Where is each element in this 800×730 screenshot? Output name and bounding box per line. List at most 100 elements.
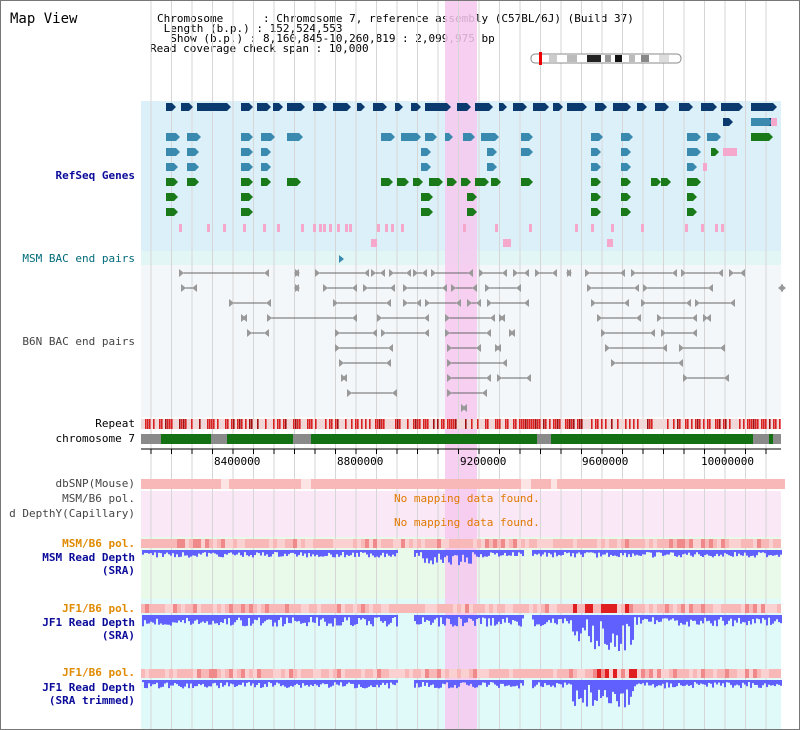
polymorphism-cell <box>673 604 677 613</box>
repeat-element <box>507 419 509 429</box>
read-depth-bar <box>298 615 300 622</box>
polymorphism-cell <box>177 604 181 613</box>
repeat-element <box>687 419 689 429</box>
read-depth-bar <box>176 680 178 685</box>
read-depth-bar <box>758 550 760 553</box>
read-depth-bar <box>680 615 682 623</box>
read-depth-bar <box>682 615 684 625</box>
polymorphism-cell <box>473 669 477 678</box>
read-depth-bar <box>300 615 302 624</box>
polymorphism-cell <box>209 539 213 548</box>
repeat-element <box>355 419 357 429</box>
polymorphism-cell <box>421 604 425 613</box>
ideogram-band <box>605 55 611 62</box>
read-depth-bar <box>160 680 162 688</box>
repeat-element <box>579 419 581 429</box>
polymorphism-cell <box>153 669 157 678</box>
polymorphism-cell <box>373 604 377 613</box>
polymorphism-cell <box>705 669 709 678</box>
read-depth-bar <box>350 680 352 684</box>
polymorphism-cell <box>621 604 625 613</box>
read-depth-bar <box>142 680 144 683</box>
polymorphism-cell <box>325 669 329 678</box>
repeat-element <box>497 419 499 429</box>
read-depth-bar <box>552 550 554 558</box>
read-depth-bar <box>566 615 568 622</box>
msm-bac-marker <box>339 255 344 263</box>
read-depth-bar <box>778 680 780 685</box>
polymorphism-cell <box>265 604 269 613</box>
read-depth-bar <box>298 550 300 556</box>
read-depth-bar <box>538 680 540 683</box>
read-depth-bar <box>752 680 754 684</box>
repeat-element <box>611 419 613 429</box>
read-depth-bar <box>772 550 774 556</box>
read-depth-bar <box>162 680 164 687</box>
polymorphism-cell <box>729 539 733 548</box>
read-depth-bar <box>314 615 316 623</box>
read-depth-bar <box>516 680 518 686</box>
read-depth-bar <box>240 550 242 556</box>
read-depth-bar <box>666 550 668 555</box>
gene-feature <box>241 208 253 216</box>
polymorphism-cell <box>669 604 673 613</box>
repeat-element <box>335 419 337 429</box>
polymorphism-cell <box>257 539 261 548</box>
polymorphism-cell <box>665 604 669 613</box>
read-depth-bar <box>262 680 264 688</box>
gene-feature <box>187 133 201 141</box>
gene-feature <box>723 118 733 126</box>
polymorphism-cell <box>241 604 245 613</box>
polymorphism-cell <box>433 539 437 548</box>
polymorphism-cell <box>333 539 337 548</box>
polymorphism-cell <box>321 539 325 548</box>
polymorphism-cell <box>337 669 341 678</box>
read-depth-bar <box>638 680 640 684</box>
read-depth-bar <box>646 550 648 553</box>
polymorphism-cell <box>669 539 673 548</box>
read-depth-bar <box>740 680 742 688</box>
read-depth-bar <box>642 680 644 684</box>
read-depth-bar <box>618 550 620 558</box>
bac-end-marker <box>389 269 394 277</box>
read-depth-bar <box>272 615 274 627</box>
polymorphism-cell <box>769 539 773 548</box>
read-depth-bar <box>154 615 156 625</box>
read-depth-bar <box>382 615 384 623</box>
read-depth-bar <box>156 680 158 683</box>
read-depth-bar <box>192 550 194 556</box>
repeat-element <box>637 419 639 429</box>
polymorphism-cell <box>565 539 569 548</box>
read-depth-bar <box>356 680 358 688</box>
polymorphism-cell <box>441 604 445 613</box>
repeat-element <box>413 419 415 429</box>
read-depth-bar <box>500 680 502 684</box>
read-depth-bar <box>196 680 198 687</box>
read-depth-bar <box>354 550 356 558</box>
dbsnp-segment <box>557 479 785 489</box>
read-depth-bar <box>544 615 546 625</box>
read-depth-bar <box>730 550 732 556</box>
read-depth-bar <box>218 615 220 626</box>
dbsnp-segment <box>311 479 521 489</box>
repeat-element <box>763 419 765 429</box>
chromosome-gap <box>141 434 161 444</box>
polymorphism-cell <box>173 539 177 548</box>
polymorphism-cell <box>401 604 405 613</box>
read-depth-bar <box>318 615 320 626</box>
polymorphism-cell <box>569 604 573 613</box>
polymorphism-cell <box>665 669 669 678</box>
gene-feature <box>287 133 303 141</box>
polymorphism-cell <box>441 669 445 678</box>
read-depth-bar <box>710 550 712 557</box>
read-depth-bar <box>686 680 688 685</box>
polymorphism-cell <box>713 539 717 548</box>
read-depth-bar <box>738 615 740 618</box>
read-depth-bar <box>142 615 144 627</box>
polymorphism-cell <box>277 669 281 678</box>
polymorphism-cell <box>561 669 565 678</box>
polymorphism-cell <box>393 669 397 678</box>
read-depth-bar <box>486 680 488 687</box>
polymorphism-cell <box>309 604 313 613</box>
